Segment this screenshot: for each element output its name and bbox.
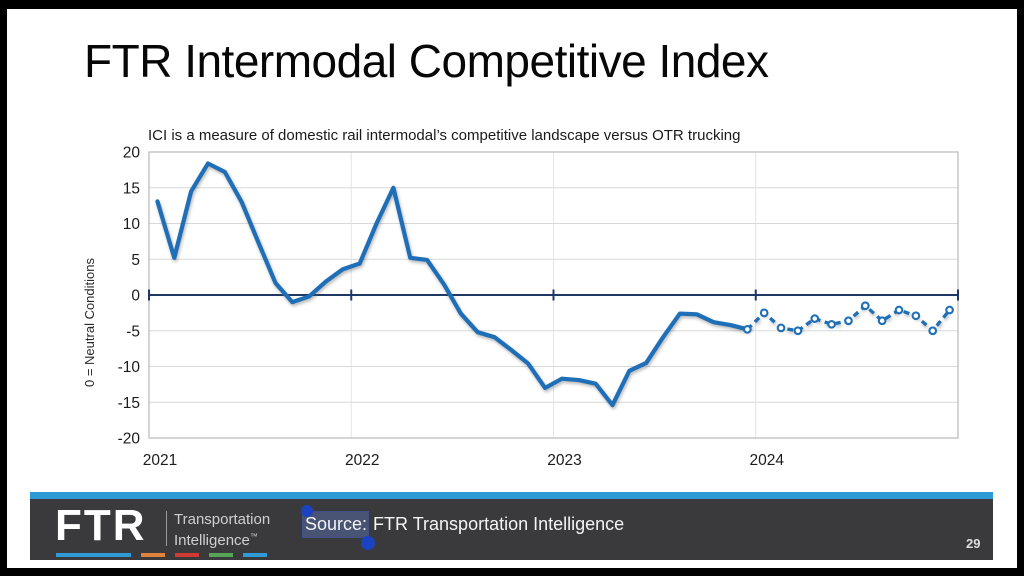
forecast-marker [945, 305, 954, 315]
y-tick-label: -15 [118, 395, 140, 412]
logo-dash [56, 553, 131, 557]
logo-tagline-line2: Intelligence [174, 532, 250, 549]
logo-dash [209, 553, 233, 557]
forecast-marker [759, 308, 769, 318]
y-tick-label: -20 [118, 431, 141, 448]
logo-tagline: Transportation Intelligence™ [174, 511, 270, 549]
logo-divider [166, 511, 167, 546]
forecast-marker [742, 324, 752, 334]
y-tick-label: 15 [123, 180, 140, 197]
frame-border-right [1017, 0, 1024, 576]
trademark-symbol: ™ [249, 532, 258, 541]
forecast-marker [894, 305, 904, 315]
selection-handle-start-icon[interactable] [301, 505, 313, 517]
y-tick-label: -10 [118, 359, 141, 376]
x-tick-label: 2023 [547, 452, 581, 469]
frame-border-top [0, 0, 1024, 9]
forecast-marker [877, 316, 887, 326]
logo-dash [141, 553, 165, 557]
logo-tagline-line1: Transportation [174, 511, 271, 528]
forecast-marker [810, 314, 820, 323]
selection-handle-end-icon[interactable] [361, 536, 375, 550]
y-tick-label: -5 [126, 323, 140, 340]
chart-subtitle: ICI is a measure of domestic rail interm… [148, 127, 741, 144]
ici-history-line [155, 161, 750, 408]
footer-bar: FTR Transportation Intelligence™ Source:… [30, 499, 993, 560]
source-text[interactable]: Source: FTR Transportation Intelligence [303, 512, 625, 537]
forecast-marker [911, 311, 921, 321]
source-value: FTR Transportation Intelligence [368, 514, 625, 534]
source-label-selected[interactable]: Source: [303, 512, 369, 537]
forecast-marker [844, 316, 853, 326]
page-title: FTR Intermodal Competitive Index [84, 35, 769, 87]
x-tick-label: 2024 [750, 452, 785, 469]
y-tick-label: 20 [123, 145, 141, 162]
forecast-marker [793, 326, 803, 336]
footer-accent-strip [30, 492, 993, 499]
y-tick-label: 0 [131, 288, 140, 305]
logo-dash [243, 553, 267, 557]
forecast-marker [928, 326, 938, 336]
forecast-marker [827, 319, 836, 329]
y-tick-label: 10 [123, 216, 141, 233]
forecast-marker [776, 323, 786, 333]
frame-border-bottom [0, 568, 1024, 576]
logo-color-dashes [56, 553, 267, 557]
ftr-logo: FTR [55, 501, 147, 550]
page-number: 29 [966, 536, 981, 551]
forecast-marker [860, 301, 870, 311]
frame-border-left [0, 0, 7, 576]
x-tick-label: 2022 [345, 452, 379, 469]
x-tick-label: 2021 [143, 452, 177, 469]
y-tick-label: 5 [131, 252, 140, 269]
logo-dash [175, 553, 199, 557]
